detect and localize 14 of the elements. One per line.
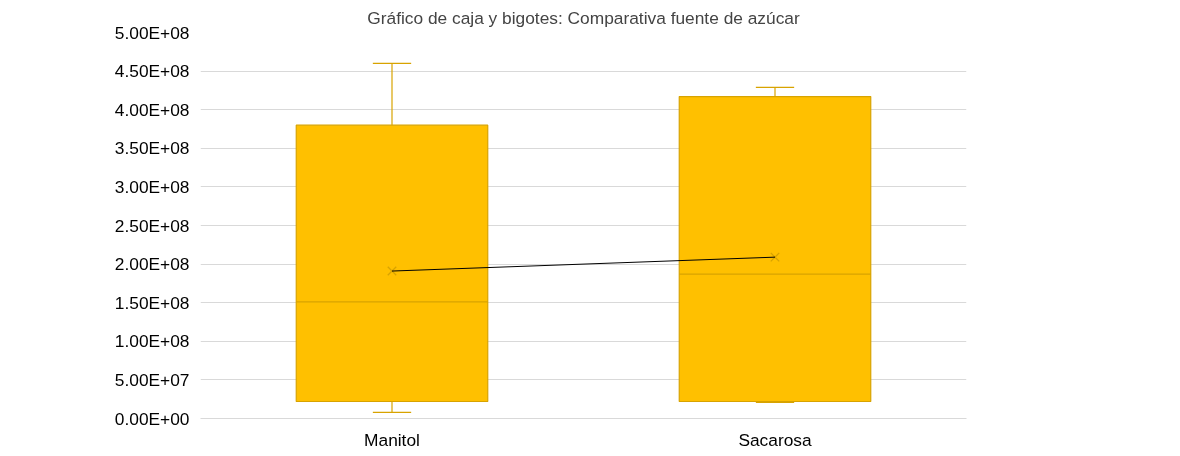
y-tick-label: 3.50E+08 [114,138,190,159]
chart-title: Gráfico de caja y bigotes: Comparativa fuente de azúcar [367,7,800,28]
y-tick-label: 3.00E+08 [114,176,190,197]
y-tick-label: 1.00E+08 [114,331,190,352]
y-tick-label: 1.50E+08 [114,292,190,313]
y-tick-label: 4.50E+08 [114,61,190,82]
x-tick-label: Sacarosa [738,429,812,450]
y-tick-label: 5.00E+07 [114,369,190,390]
y-tick-label: 0.00E+00 [114,408,190,429]
x-tick-label: Manitol [364,429,420,450]
y-tick-label: 5.00E+08 [114,22,190,43]
y-tick-label: 4.00E+08 [114,99,190,120]
y-tick-label: 2.00E+08 [114,254,190,275]
y-tick-label: 2.50E+08 [114,215,190,236]
